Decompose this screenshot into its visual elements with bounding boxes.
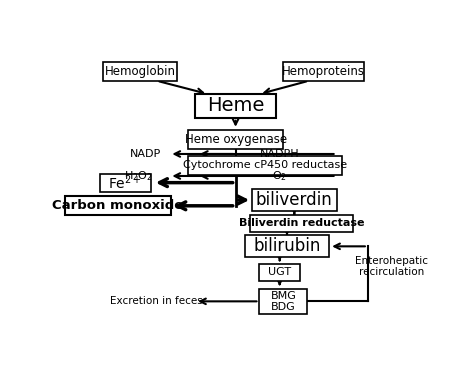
FancyBboxPatch shape [188, 130, 283, 149]
Text: Cytochrome cP450 reductase: Cytochrome cP450 reductase [183, 160, 347, 170]
Text: bilirubin: bilirubin [253, 237, 321, 255]
Text: Enterohepatic
recirculation: Enterohepatic recirculation [355, 256, 428, 277]
Text: NADPH: NADPH [260, 149, 300, 159]
Text: Excretion in feces: Excretion in feces [110, 296, 203, 306]
Text: Carbon monoxide: Carbon monoxide [53, 199, 183, 212]
Text: Heme oxygenase: Heme oxygenase [184, 133, 287, 146]
FancyBboxPatch shape [188, 156, 342, 175]
Text: BMG
BDG: BMG BDG [270, 291, 296, 312]
Text: H$_2$O$_2$: H$_2$O$_2$ [124, 169, 153, 183]
FancyBboxPatch shape [250, 215, 353, 232]
FancyBboxPatch shape [103, 62, 177, 80]
FancyBboxPatch shape [65, 196, 171, 215]
FancyBboxPatch shape [195, 94, 276, 118]
FancyBboxPatch shape [245, 235, 329, 257]
FancyBboxPatch shape [283, 62, 364, 80]
Text: O$_2$: O$_2$ [272, 169, 287, 183]
FancyBboxPatch shape [252, 189, 337, 211]
Text: Hemoproteins: Hemoproteins [282, 65, 365, 78]
FancyBboxPatch shape [259, 264, 300, 281]
Text: Biliverdin reductase: Biliverdin reductase [239, 218, 365, 228]
Text: Fe$^{2+}$: Fe$^{2+}$ [109, 173, 142, 192]
FancyBboxPatch shape [259, 289, 307, 314]
Text: NADP: NADP [130, 149, 161, 159]
Text: Heme: Heme [207, 96, 264, 115]
Text: biliverdin: biliverdin [256, 191, 333, 209]
Text: Hemoglobin: Hemoglobin [105, 65, 175, 78]
Text: UGT: UGT [268, 267, 291, 277]
FancyBboxPatch shape [100, 174, 151, 192]
